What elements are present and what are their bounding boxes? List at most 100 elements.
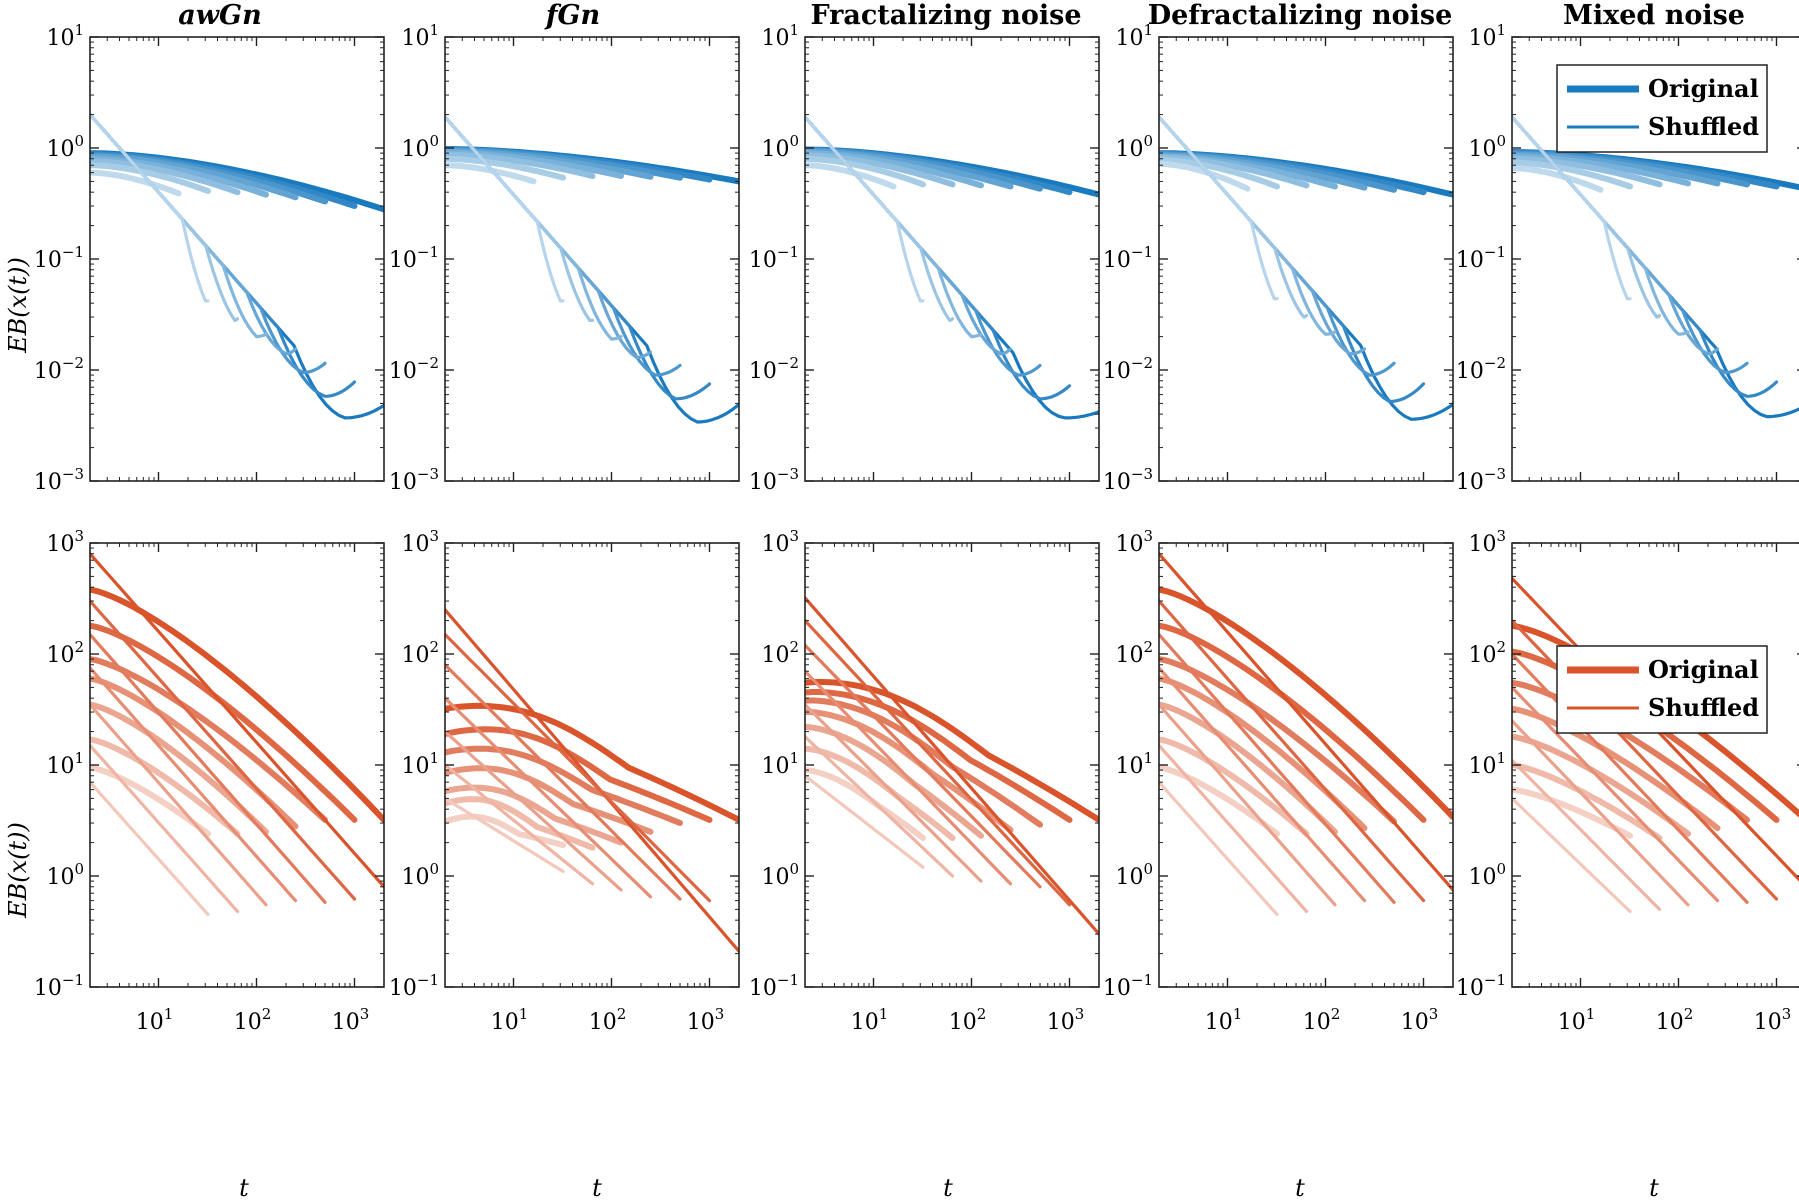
original-curve	[445, 702, 739, 823]
ytick-exponent: −1	[777, 971, 799, 989]
shuffled-curve	[90, 666, 298, 903]
ytick-exponent: 3	[1496, 527, 1506, 545]
plot-area	[805, 115, 1099, 420]
ytick-label: 100	[46, 132, 84, 162]
ytick-label: 10−1	[749, 971, 799, 1001]
ytick-exponent: −3	[1484, 465, 1506, 483]
ytick-exponent: 1	[429, 749, 439, 767]
ytick-exponent: 0	[789, 132, 799, 150]
ytick-exponent: 1	[789, 749, 799, 767]
ytick-exponent: 1	[429, 21, 439, 39]
title-awgn: awGn	[178, 0, 261, 31]
xtick-label: 103	[687, 1005, 725, 1035]
ytick-exponent: 2	[1143, 638, 1153, 656]
xtick-exponent: 2	[1331, 1005, 1341, 1023]
legend-top: Original Shuffled	[1556, 64, 1768, 153]
shuffled-curve	[90, 599, 357, 901]
plot-area	[1512, 115, 1799, 419]
ytick-label: 10−2	[749, 354, 799, 384]
ytick-label: 10−2	[1103, 354, 1153, 384]
shuffled-curve	[1512, 619, 1779, 901]
ytick-label: 10−2	[34, 354, 84, 384]
original-curve	[805, 155, 926, 188]
legend-box	[1556, 645, 1768, 734]
xtick-exponent: 1	[879, 1005, 889, 1023]
ytick-exponent: −1	[777, 243, 799, 261]
xtick-exponent: 2	[1684, 1005, 1694, 1023]
xtick-label: 103	[1401, 1005, 1439, 1035]
ytick-label: 103	[401, 527, 439, 557]
ytick-label: 102	[761, 638, 799, 668]
legend-shuffled-label: Shuffled	[1648, 693, 1759, 722]
ytick-label: 10−1	[389, 243, 439, 273]
ytick-label: 103	[761, 527, 799, 557]
original-curve	[90, 158, 241, 196]
ytick-exponent: 0	[429, 860, 439, 878]
original-curve	[445, 796, 596, 851]
plot-area	[1512, 576, 1799, 913]
ytick-exponent: −1	[1131, 971, 1153, 989]
ytick-label: 10−2	[389, 354, 439, 384]
original-curve	[1512, 762, 1663, 841]
shuffled-curve	[90, 780, 210, 917]
xlabel: t	[943, 1174, 953, 1202]
column-titles: awGn fGn Fractalizing noise Defractalizi…	[178, 0, 1745, 31]
plot-area	[90, 113, 384, 420]
ytick-exponent: −3	[417, 465, 439, 483]
ytick-exponent: −1	[417, 971, 439, 989]
ytick-exponent: 1	[74, 21, 84, 39]
xtick-exponent: 3	[1075, 1005, 1085, 1023]
ytick-exponent: 1	[1143, 21, 1153, 39]
ytick-label: 100	[1115, 860, 1153, 890]
shuffled-curve	[90, 113, 210, 303]
shuffled-curve	[805, 643, 1042, 889]
plot-area	[1159, 552, 1453, 917]
ytick-exponent: 2	[1496, 638, 1506, 656]
ytick-exponent: 0	[1143, 860, 1153, 878]
ytick-label: 102	[401, 638, 439, 668]
shuffled-curve	[90, 743, 240, 913]
shuffled-curve	[1512, 796, 1632, 913]
ytick-exponent: −1	[1131, 243, 1153, 261]
xtick-exponent: 1	[1233, 1005, 1243, 1023]
shuffled-curve	[805, 703, 983, 883]
ytick-label: 100	[401, 132, 439, 162]
xlabel: t	[1649, 1174, 1659, 1202]
ytick-label: 100	[1468, 132, 1506, 162]
shuffled-curve	[1159, 115, 1309, 319]
shuffled-curve	[805, 669, 1013, 886]
ytick-label: 102	[1468, 638, 1506, 668]
original-curve	[805, 767, 926, 841]
original-curve	[445, 745, 683, 826]
shuffled-curve	[445, 632, 712, 903]
original-curve	[1512, 733, 1691, 837]
ytick-exponent: −1	[62, 971, 84, 989]
shuffled-curve	[1159, 703, 1337, 907]
ytick-exponent: −3	[777, 465, 799, 483]
title-fractalizing-noise: Fractalizing noise	[810, 0, 1081, 31]
xtick-label: 102	[1303, 1005, 1341, 1035]
original-curve	[1512, 165, 1604, 193]
ytick-label: 100	[1468, 860, 1506, 890]
ytick-exponent: 0	[429, 132, 439, 150]
ytick-exponent: 1	[1143, 749, 1153, 767]
ytick-exponent: 2	[429, 638, 439, 656]
shuffled-curve	[90, 632, 327, 904]
ytick-exponent: 1	[1496, 21, 1506, 39]
original-curve	[805, 162, 897, 190]
xtick-exponent: 3	[1429, 1005, 1439, 1023]
ytick-label: 10−1	[34, 243, 84, 273]
plot-area	[445, 608, 739, 953]
original-curve	[805, 689, 1073, 823]
shuffled-curve	[805, 115, 925, 303]
xtick-exponent: 3	[715, 1005, 725, 1023]
original-curve	[445, 765, 654, 835]
ytick-label: 10−3	[1103, 465, 1153, 495]
xtick-exponent: 2	[617, 1005, 627, 1023]
xtick-exponent: 1	[519, 1005, 529, 1023]
shuffled-curve	[1159, 632, 1396, 904]
shuffled-curve	[805, 774, 925, 869]
